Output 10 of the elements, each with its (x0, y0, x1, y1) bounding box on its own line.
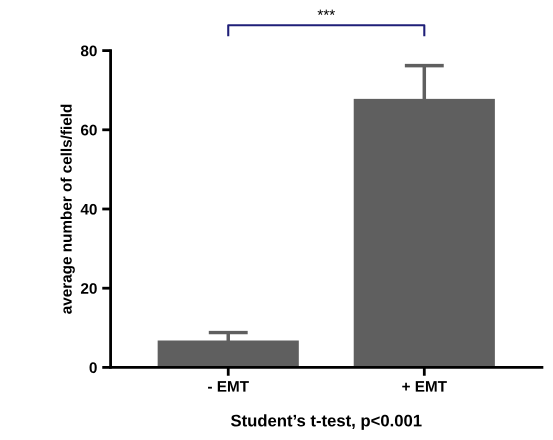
y-tick-label: 0 (90, 362, 97, 374)
y-axis-title: average number of cells/field (60, 104, 75, 314)
y-tick-label: 80 (80, 45, 97, 56)
text: *** (318, 10, 335, 15)
x-tick-label: + EMT (402, 381, 447, 392)
x-axis-title: Student’s t-test, p<0.001 (230, 414, 422, 430)
y-tick-label: 60 (80, 124, 97, 136)
y-tick-label: 20 (80, 283, 97, 294)
x-tick-label: - EMT (208, 381, 249, 392)
y-tick-label: 40 (80, 204, 97, 215)
